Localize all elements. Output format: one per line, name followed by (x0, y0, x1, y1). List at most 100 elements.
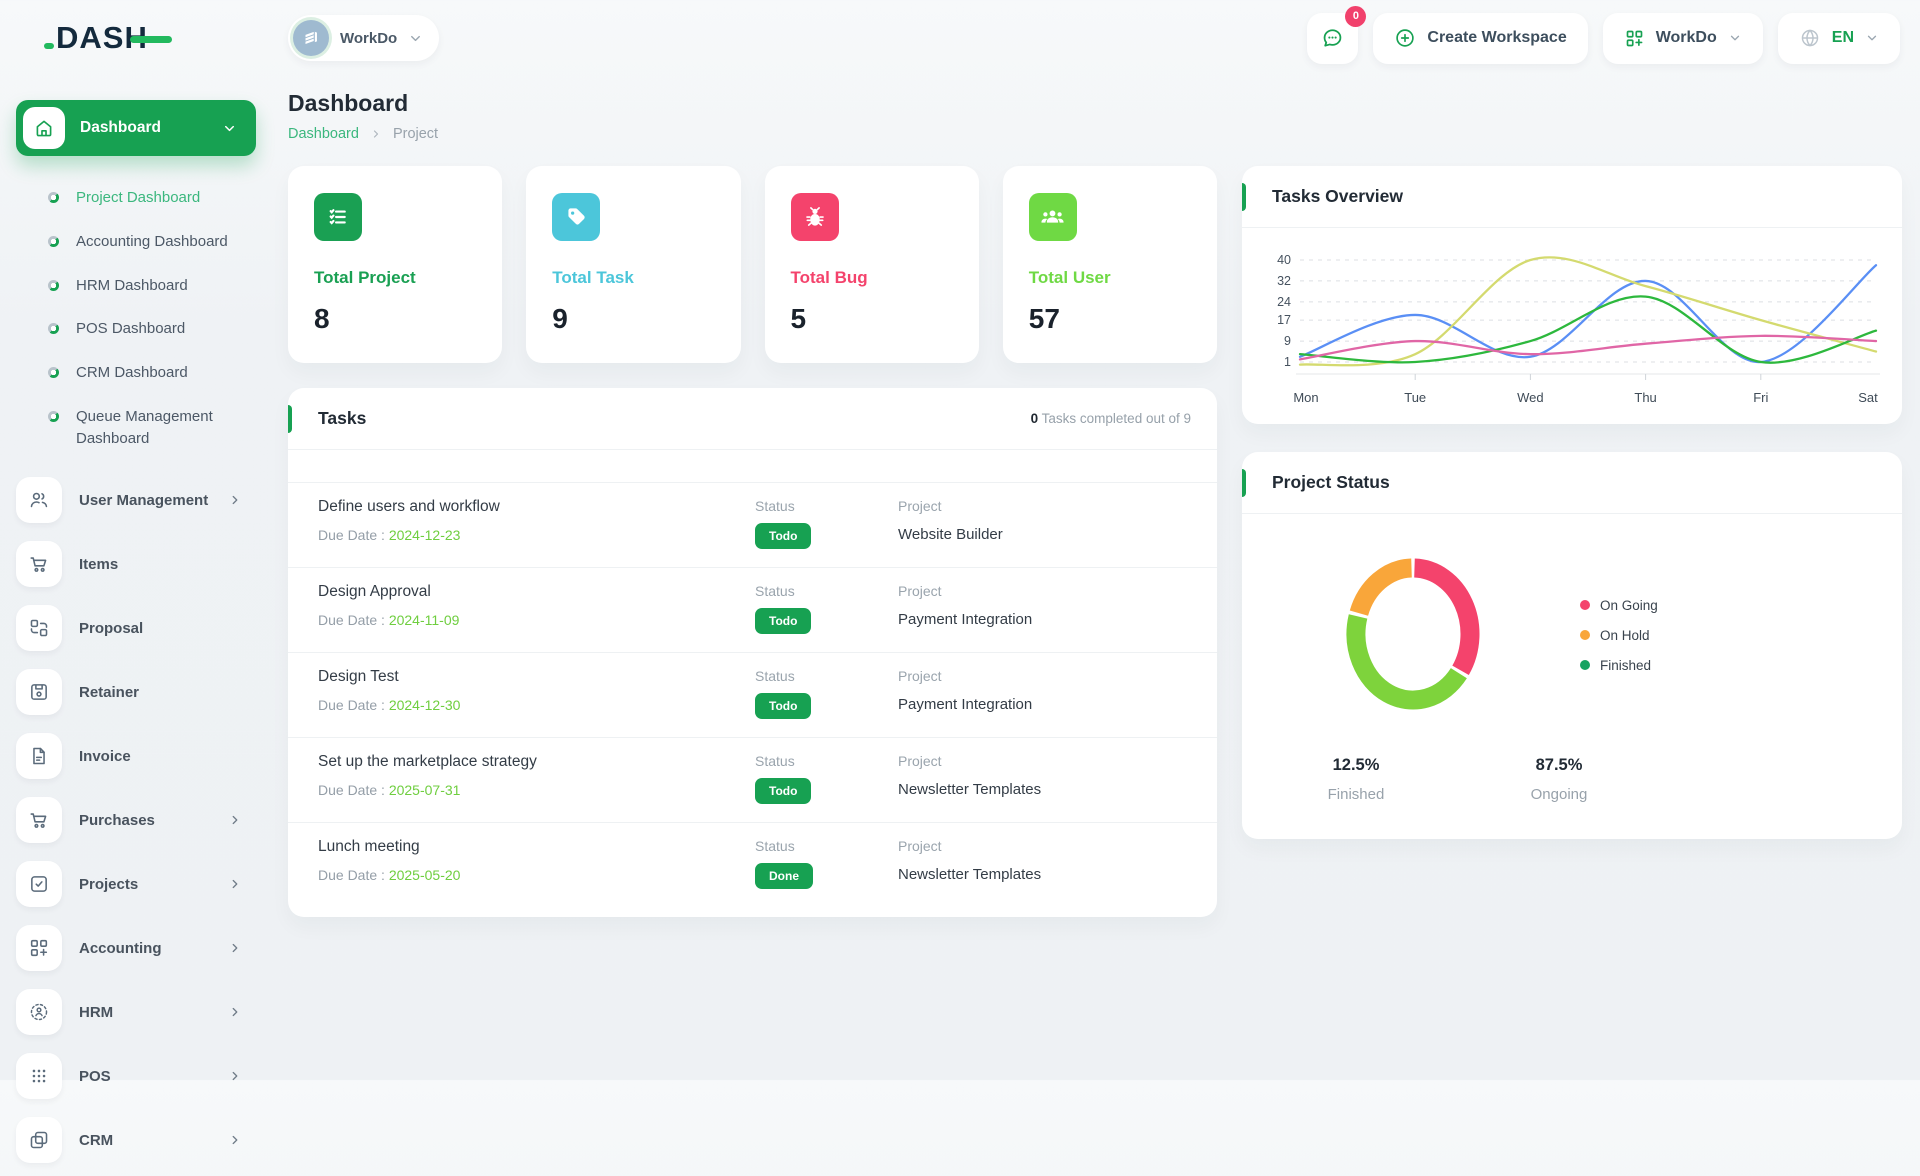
svg-text:9: 9 (1284, 334, 1291, 348)
building-icon (305, 31, 317, 45)
logo-accent-dash (129, 35, 172, 43)
task-row[interactable]: Define users and workflow Due Date : 2024… (288, 482, 1217, 567)
status-badge[interactable]: Todo (755, 608, 812, 634)
sidebar-item-crm[interactable]: CRM (16, 1112, 256, 1168)
svg-text:1: 1 (1284, 355, 1291, 369)
person-dashed-circle-icon (16, 989, 62, 1036)
tasks-overview-line-chart[interactable]: 40 32 24 17 9 1 Mon Tue Wed Thu Fri Sat (1248, 244, 1888, 416)
chevron-right-icon (232, 1136, 238, 1145)
svg-text:40: 40 (1277, 253, 1291, 267)
language-dropdown[interactable]: EN (1777, 12, 1900, 64)
status-badge[interactable]: Done (755, 863, 813, 889)
app-menu-label: WorkDo (1655, 29, 1717, 46)
bug-icon (790, 193, 839, 241)
stat-value: 57 (1028, 303, 1060, 334)
right-column: Tasks Overview 40 32 24 17 9 1 Mon Tue Wed Thu Fri… (1242, 166, 1902, 839)
overlap-squares-icon (16, 1117, 62, 1164)
task-row[interactable]: Lunch meeting Due Date : 2025-05-20 Statu… (288, 822, 1217, 907)
logo-accent-dot (44, 43, 54, 49)
sidebar-item-projects[interactable]: Projects (16, 856, 256, 912)
svg-text:Tue: Tue (1404, 390, 1426, 405)
sidebar-item-hrm[interactable]: HRM (16, 984, 256, 1040)
left-column: Total Project 8 Total Task 9 (288, 166, 1217, 917)
sidebar-item-crm-dashboard[interactable]: CRM Dashboard (16, 351, 256, 395)
create-workspace-label: Create Workspace (1427, 29, 1567, 46)
status-badge[interactable]: Todo (755, 693, 812, 719)
sidebar-item-hrm-dashboard[interactable]: HRM Dashboard (16, 264, 256, 308)
project-label: Project (898, 753, 942, 769)
checklist-icon (314, 193, 362, 241)
breadcrumb: Dashboard Project (288, 126, 1902, 142)
create-workspace-button[interactable]: Create Workspace (1373, 12, 1588, 64)
chevron-right-icon (232, 880, 238, 889)
bullet-icon (48, 235, 59, 247)
tasks-overview-title: Tasks Overview (1272, 186, 1404, 206)
project-status-donut-chart[interactable] (1328, 550, 1498, 720)
sidebar-item-pos-dashboard[interactable]: POS Dashboard (16, 307, 256, 351)
app-menu-dropdown[interactable]: WorkDo (1602, 12, 1763, 64)
status-label: Status (755, 498, 795, 514)
sidebar-item-dashboard[interactable]: Dashboard (16, 100, 256, 156)
topbar: DASH WorkDo 0 Create Workspace (0, 0, 1920, 76)
project-label: Project (898, 583, 942, 599)
chevron-down-icon (225, 125, 234, 131)
chevron-right-icon (373, 130, 379, 138)
project-label: Project (898, 498, 942, 514)
topbar-actions: 0 Create Workspace WorkDo EN (1307, 5, 1900, 64)
tasks-panel: Tasks 0 Tasks completed out of 9 Define … (288, 388, 1217, 917)
finished-percentage: 12.5% Finished (1327, 756, 1385, 803)
stat-card-total-project: Total Project 8 (288, 166, 503, 363)
donut-legend: On Going On Hold Finished (1580, 598, 1658, 673)
breadcrumb-dashboard-link[interactable]: Dashboard (288, 126, 359, 142)
chevron-right-icon (232, 496, 238, 505)
workspace-switcher[interactable]: WorkDo (288, 15, 440, 61)
tasks-overview-chart-area: 40 32 24 17 9 1 Mon Tue Wed Thu Fri Sat (1242, 228, 1902, 424)
cart-icon (16, 797, 62, 844)
project-status-chart-area: On Going On Hold Finished (1242, 514, 1902, 720)
project-status-panel: Project Status On Going On Hold Finished… (1242, 452, 1902, 839)
sidebar-item-proposal[interactable]: Proposal (16, 600, 256, 656)
task-name: Define users and workflow (318, 498, 500, 515)
document-icon (16, 733, 62, 780)
sidebar-item-invoice[interactable]: Invoice (16, 728, 256, 784)
sidebar-item-pos[interactable]: POS (16, 1048, 256, 1104)
workspace-name: WorkDo (340, 29, 398, 47)
task-row[interactable]: Design Test Due Date : 2024-12-30 Status T… (288, 652, 1217, 737)
sidebar-item-project-dashboard[interactable]: Project Dashboard (16, 176, 256, 220)
svg-text:17: 17 (1277, 313, 1291, 327)
stat-card-total-user: Total User 57 (1002, 166, 1217, 363)
cart-icon (16, 541, 62, 588)
task-name: Design Test (318, 668, 399, 685)
svg-text:Fri: Fri (1753, 390, 1768, 405)
sidebar-item-queue-management-dashboard[interactable]: Queue Management Dashboard (16, 395, 256, 461)
grid-plus-icon (1626, 30, 1643, 46)
app-logo[interactable]: DASH (44, 20, 256, 56)
task-due-date: Due Date : 2024-11-09 (318, 612, 460, 628)
chevron-right-icon (232, 944, 238, 953)
chevron-right-icon (232, 1008, 238, 1017)
sidebar-item-user-management[interactable]: User Management (16, 472, 256, 528)
tasks-completed-summary: 0 Tasks completed out of 9 (1030, 411, 1191, 426)
task-due-date: Due Date : 2025-05-20 (318, 867, 461, 883)
page-title: Dashboard (288, 90, 409, 116)
status-label: Status (755, 583, 795, 599)
svg-text:Wed: Wed (1517, 390, 1544, 405)
sidebar: Dashboard Project Dashboard Accounting D… (14, 80, 270, 1176)
status-badge[interactable]: Todo (755, 778, 812, 804)
status-label: Status (755, 753, 795, 769)
ongoing-percentage: 87.5% Ongoing (1530, 756, 1588, 803)
sidebar-item-purchases[interactable]: Purchases (16, 792, 256, 848)
sidebar-item-accounting-dashboard[interactable]: Accounting Dashboard (16, 220, 256, 264)
users-icon (16, 477, 62, 524)
status-badge[interactable]: Todo (755, 523, 812, 549)
tasks-overview-header: Tasks Overview (1242, 166, 1902, 228)
task-project: Website Builder (898, 526, 1003, 543)
task-row[interactable]: Design Approval Due Date : 2024-11-09 Sta… (288, 567, 1217, 652)
project-label: Project (898, 668, 942, 684)
task-row[interactable]: Set up the marketplace strategy Due Date … (288, 737, 1217, 822)
sidebar-item-accounting[interactable]: Accounting (16, 920, 256, 976)
messages-button[interactable]: 0 (1307, 5, 1367, 64)
stat-card-total-bug: Total Bug 5 (764, 166, 979, 363)
sidebar-item-items[interactable]: Items (16, 536, 256, 592)
sidebar-item-retainer[interactable]: Retainer (16, 664, 256, 720)
